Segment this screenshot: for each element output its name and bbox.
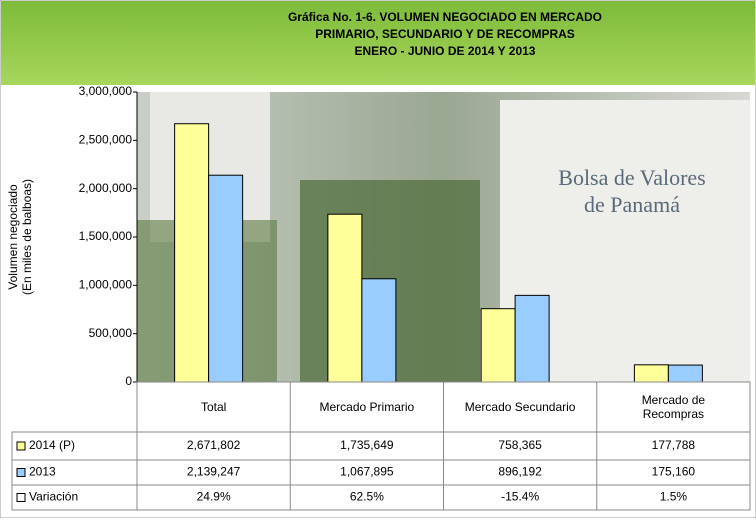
x-tick-label: Total — [200, 400, 227, 414]
bar — [174, 123, 210, 383]
photo-text: de Panamá — [584, 192, 680, 217]
table-value: 2,671,802 — [187, 438, 241, 452]
legend-swatch — [16, 441, 26, 451]
table-value: 1.5% — [660, 490, 688, 504]
y-tick-label: 1,000,000 — [79, 278, 133, 292]
y-tick-label: 2,500,000 — [79, 133, 133, 147]
bar — [633, 364, 669, 383]
y-tick-label: 1,500,000 — [79, 229, 133, 243]
y-tick-label: 0 — [125, 374, 132, 388]
y-tick-label: 2,000,000 — [79, 181, 133, 195]
y-axis-label: (En miles de balboas) — [20, 179, 34, 295]
table-value: 175,160 — [652, 465, 696, 479]
category-cell: Mercado Primario — [319, 400, 415, 414]
legend-swatch — [16, 468, 26, 477]
category-cell: Mercado de Recompras — [641, 393, 706, 421]
bar — [514, 294, 550, 383]
y-axis-label: Volumen negociado — [6, 184, 20, 290]
category-cell: Total — [200, 400, 227, 414]
bar — [667, 364, 703, 383]
table-value: 1,067,895 — [340, 465, 394, 479]
x-tick-label: Mercado Secundario — [464, 400, 576, 414]
table-value: -15.4% — [501, 490, 539, 504]
y-tick-label: 500,000 — [89, 326, 133, 340]
table-value: 177,788 — [652, 438, 696, 452]
x-tick-label: Mercado de Recompras — [641, 393, 706, 421]
legend-swatch — [16, 493, 26, 502]
legend-label: Variación — [29, 490, 78, 504]
bar — [208, 174, 244, 383]
legend-label: 2013 — [29, 465, 56, 479]
chart-title: ENERO - JUNIO DE 2014 Y 2013 — [355, 44, 536, 58]
bar — [361, 278, 397, 383]
legend-label: 2014 (P) — [29, 438, 75, 452]
bar — [480, 308, 516, 383]
table-value: 1,735,649 — [340, 438, 394, 452]
chart-title: Gráfica No. 1-6. VOLUMEN NEGOCIADO EN ME… — [288, 10, 602, 24]
table-value: 62.5% — [350, 490, 384, 504]
chart-title: PRIMARIO, SECUNDARIO Y DE RECOMPRAS — [315, 27, 575, 41]
table-value: 896,192 — [498, 465, 542, 479]
x-tick-label: Mercado Primario — [319, 400, 415, 414]
header-band — [1, 1, 755, 85]
category-cell: Mercado Secundario — [464, 400, 576, 414]
bar — [327, 213, 363, 383]
table-value: 24.9% — [197, 490, 231, 504]
photo-text: Bolsa de Valores — [558, 165, 705, 190]
y-tick-label: 3,000,000 — [79, 84, 133, 98]
table-value: 2,139,247 — [187, 465, 241, 479]
table-value: 758,365 — [498, 438, 542, 452]
